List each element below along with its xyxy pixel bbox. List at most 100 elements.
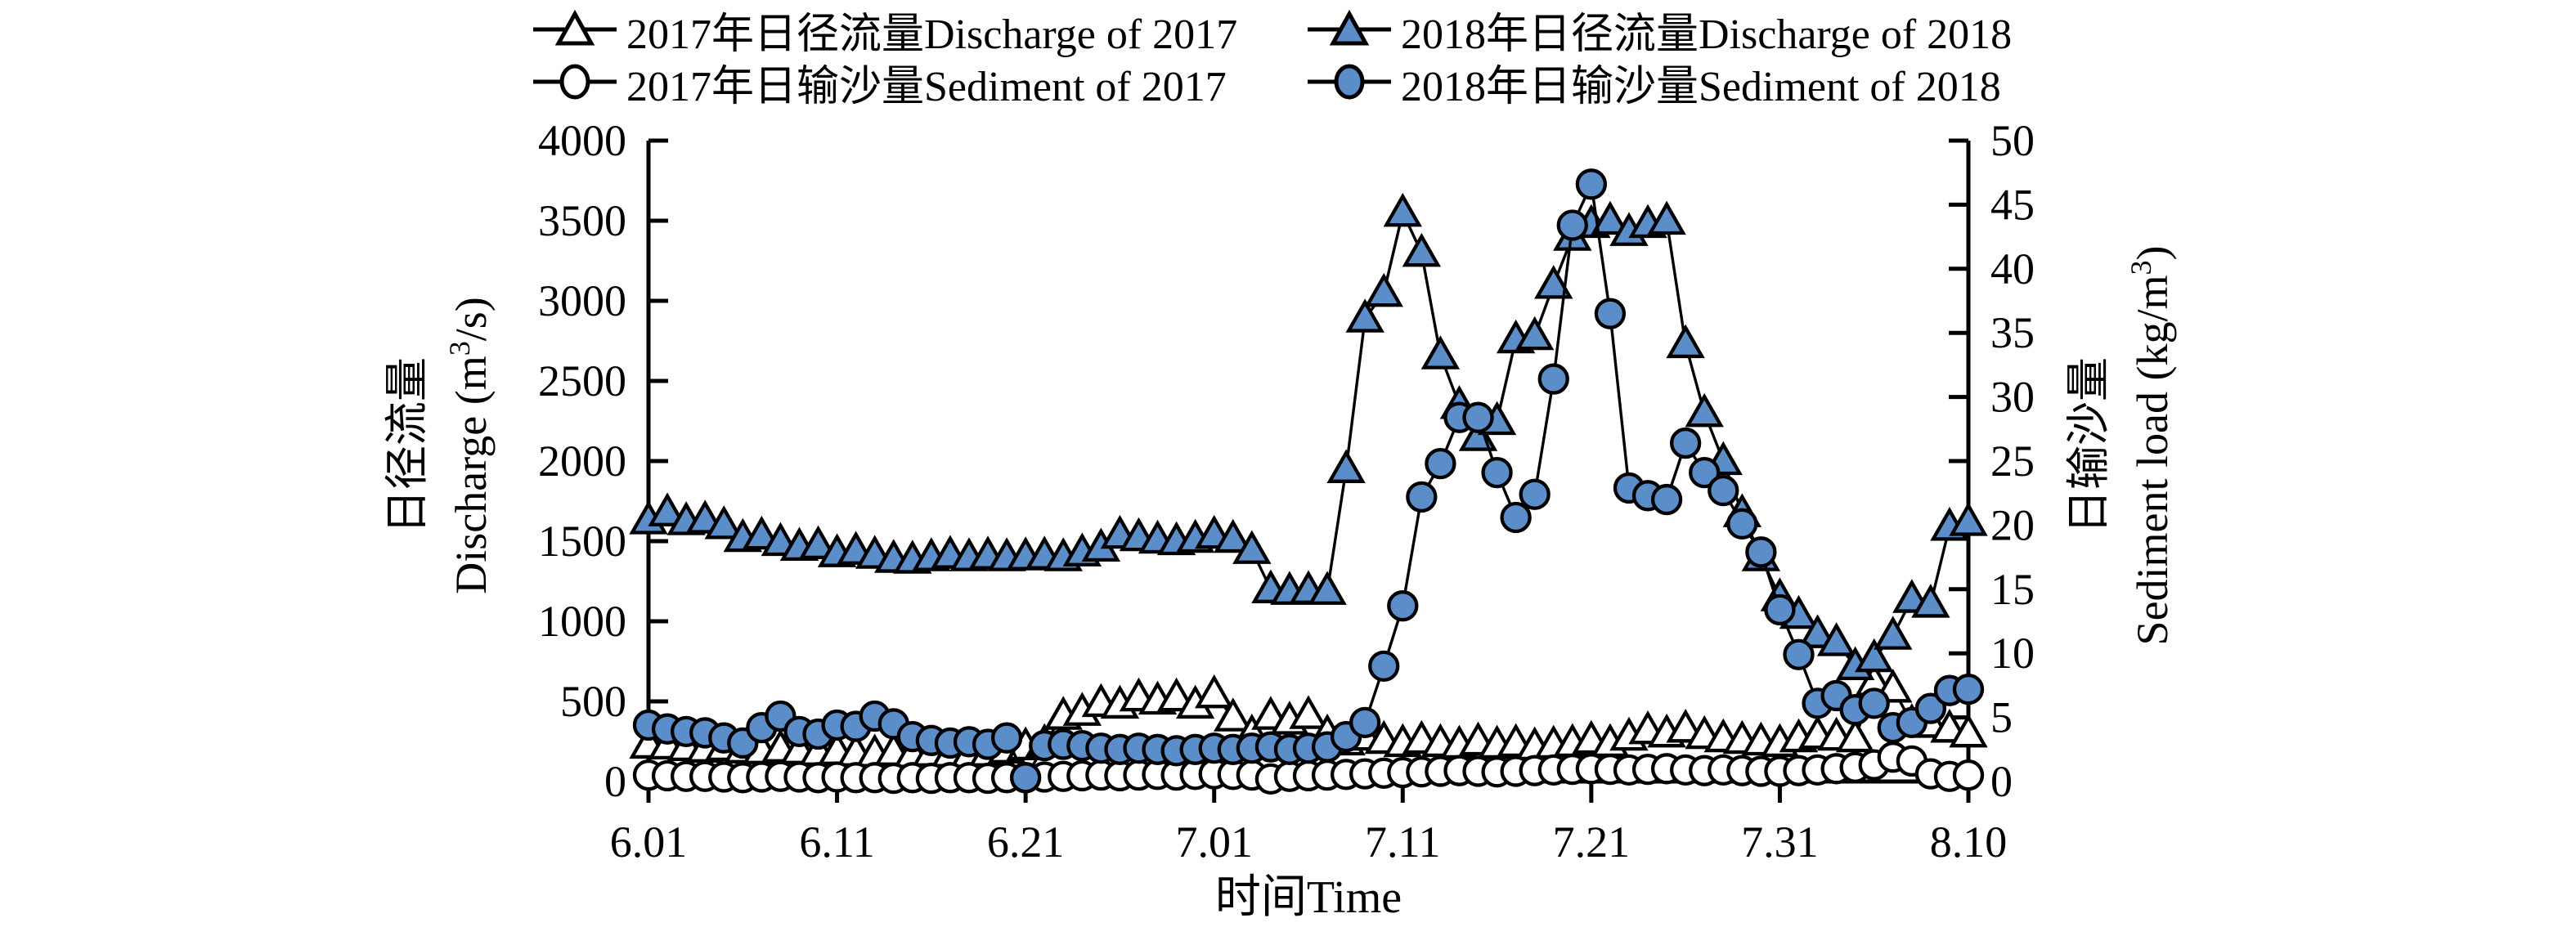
legend-label: 2017年日径流量Discharge of 2017: [626, 11, 1238, 58]
right-tick-label: 45: [1990, 180, 2035, 229]
marker-discharge-2018: [1666, 324, 1705, 359]
right-axis-title-cn: 日输沙量: [2064, 357, 2113, 534]
marker-sediment-2018: [1519, 478, 1551, 510]
x-tick-label: 6.11: [799, 817, 875, 867]
marker-discharge-2018: [1232, 530, 1272, 564]
marker-discharge-2018: [1534, 265, 1573, 299]
series-sediment-2018: [632, 168, 1985, 794]
marker-discharge-2018: [1949, 502, 1988, 536]
right-tick-label: 40: [1990, 244, 2035, 293]
left-tick-label: 2000: [538, 437, 626, 486]
marker-discharge-2018: [1364, 272, 1403, 307]
x-tick-label: 6.21: [987, 817, 1065, 867]
legend-item-discharge-2017: 2017年日径流量Discharge of 2017: [532, 5, 1237, 58]
marker-sediment-2018: [1556, 209, 1588, 241]
marker-discharge-2017: [1949, 713, 1988, 748]
series-line-sediment-2018: [648, 179, 1969, 781]
right-tick-label: 20: [1990, 500, 2035, 549]
marker-discharge-2017: [1156, 677, 1196, 712]
left-axis-title-cn: 日径流量: [383, 357, 432, 534]
x-tick-label: 8.10: [1930, 817, 2008, 867]
x-axis-ticks: 6.01 6.11 6.21 7.01 7.11 7.21 7.31 8.10: [610, 781, 2008, 867]
right-tick-label: 25: [1990, 437, 2035, 486]
legend-item-sediment-2018: 2018年日输沙量Sediment of 2018: [1306, 57, 2001, 110]
marker-discharge-2018: [1647, 200, 1686, 235]
circle-open-legend-icon: [533, 64, 617, 100]
marker-sediment-2018: [1689, 456, 1721, 489]
marker-sediment-2018: [1745, 536, 1777, 568]
legend-marker-shape: [1329, 9, 1370, 46]
marker-sediment-2018: [1914, 692, 1947, 724]
marker-discharge-2018: [1402, 232, 1442, 267]
triangle-open-legend-icon: [533, 9, 617, 46]
left-tick-label: 1000: [538, 597, 626, 646]
marker-discharge-2018: [1420, 335, 1461, 369]
marker-sediment-2018: [1594, 298, 1627, 329]
right-tick-label: 10: [1990, 629, 2035, 678]
left-tick-label: 0: [604, 757, 626, 806]
legend-label: 2017年日输沙量Sediment of 2017: [626, 63, 1227, 110]
marker-discharge-2017: [1289, 695, 1328, 729]
right-tick-label: 50: [1990, 116, 2035, 165]
marker-sediment-2018: [1858, 687, 1890, 719]
left-tick-label: 500: [560, 677, 626, 726]
circle-filled-legend-icon: [1308, 64, 1391, 100]
x-tick-label: 7.11: [1365, 817, 1441, 867]
x-tick-label: 6.01: [610, 817, 688, 867]
legend-item-sediment-2017: 2017年日输沙量Sediment of 2017: [532, 57, 1227, 110]
x-tick-label: 7.21: [1553, 817, 1631, 867]
marker-sediment-2018: [990, 722, 1023, 754]
marker-sediment-2018: [1481, 456, 1513, 489]
legend-marker-shape: [559, 64, 590, 100]
x-tick-label: 7.31: [1741, 817, 1819, 867]
right-axis-title-en: Sediment load (kg/m3): [2125, 246, 2177, 646]
marker-sediment-2018: [1368, 650, 1400, 683]
left-tick-label: 4000: [538, 116, 626, 165]
marker-sediment-2018: [1387, 590, 1419, 622]
marker-discharge-2017: [1195, 674, 1234, 709]
legend-label: 2018年日输沙量Sediment of 2018: [1401, 63, 2001, 110]
marker-discharge-2018: [1591, 200, 1630, 235]
axes: [646, 141, 1971, 784]
legend-marker-shape: [554, 9, 595, 46]
left-tick-label: 2500: [538, 356, 626, 405]
marker-discharge-2018: [1214, 518, 1253, 553]
marker-discharge-2018: [1685, 392, 1724, 428]
marker-sediment-2018: [1726, 508, 1758, 540]
marker-sediment-2018: [1575, 168, 1608, 200]
right-tick-label: 5: [1990, 693, 2013, 742]
marker-discharge-2017: [1666, 708, 1705, 743]
right-tick-label: 30: [1990, 373, 2035, 422]
legend-item-discharge-2018: 2018年日径流量Discharge of 2018: [1306, 5, 2012, 58]
marker-sediment-2018: [1669, 427, 1702, 459]
marker-sediment-2018: [1425, 447, 1456, 480]
marker-discharge-2018: [1326, 449, 1366, 483]
right-tick-label: 0: [1990, 757, 2013, 806]
right-tick-label: 35: [1990, 308, 2035, 357]
marker-sediment-2018: [1462, 401, 1494, 433]
marker-sediment-2018: [1009, 762, 1042, 794]
marker-discharge-2018: [648, 492, 687, 526]
x-axis-title: 时间Time: [1215, 872, 1402, 923]
marker-sediment-2018: [1764, 593, 1796, 626]
marker-sediment-2018: [1406, 481, 1438, 513]
left-axis-title-en: Discharge (m3/s): [443, 297, 496, 593]
marker-sediment-2018: [1708, 474, 1739, 507]
left-tick-label: 1500: [538, 517, 626, 566]
marker-sediment-2018: [1349, 706, 1381, 739]
marker-sediment-2018: [1952, 673, 1985, 705]
marker-sediment-2018: [1500, 501, 1532, 534]
marker-sediment-2018: [1650, 483, 1683, 516]
marker-sediment-2017: [1952, 759, 1985, 791]
marker-discharge-2018: [1383, 192, 1422, 227]
left-tick-label: 3000: [538, 276, 626, 325]
left-axis-ticks: 0 500 1000 1500 2000 2500 3000 3500 4000: [538, 116, 668, 806]
marker-discharge-2018: [1797, 614, 1838, 648]
marker-discharge-2018: [1855, 638, 1894, 673]
triangle-filled-legend-icon: [1308, 9, 1391, 46]
marker-discharge-2018: [1911, 584, 1950, 618]
marker-discharge-2017: [1214, 697, 1253, 732]
marker-discharge-2018: [798, 525, 838, 560]
marker-discharge-2018: [742, 515, 782, 550]
